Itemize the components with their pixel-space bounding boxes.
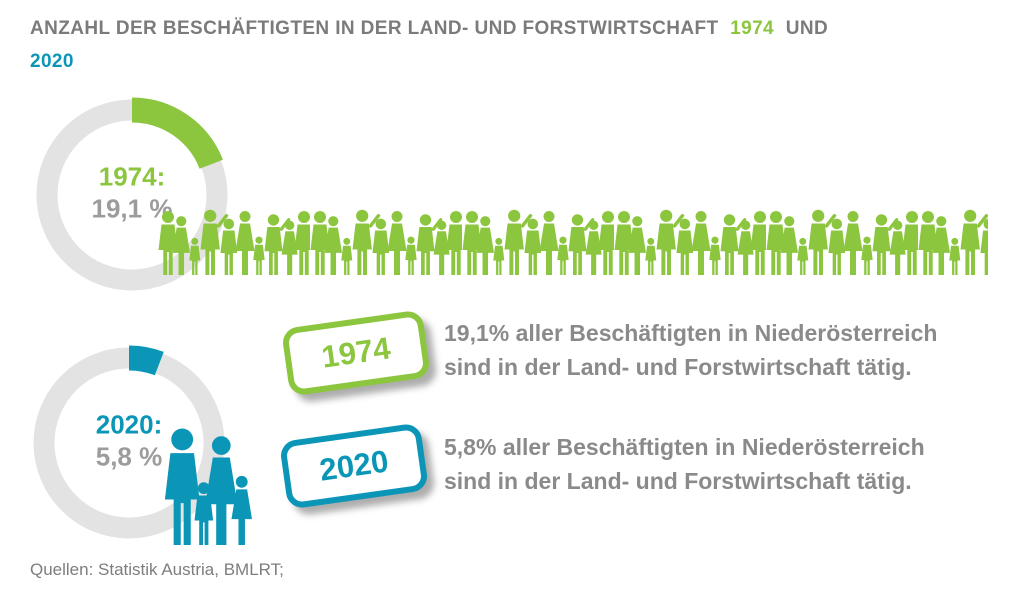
donut-arc-segment [31, 345, 227, 541]
statement-1974-line1: 19,1% aller Beschäftigten in Niederöster… [444, 320, 938, 346]
badge-1974: 1974 [280, 309, 432, 397]
donut-2020-year: 2020: [95, 409, 163, 440]
donut-2020-label: 2020: 5,8 % [33, 408, 225, 472]
donut-2020-value: 5,8 % [95, 441, 163, 472]
title-year-2020: 2020 [30, 51, 74, 72]
donut-1974-label: 1974: 19,1 % [36, 160, 228, 224]
crowd-silhouette-icon [158, 209, 988, 275]
statement-2020-line1: 5,8% aller Beschäftigten in Niederösterr… [444, 434, 925, 460]
title-text: ANZAHL DER BESCHÄFTIGTEN IN DER LAND- UN… [30, 18, 719, 39]
donut-chart-1974: 1974: 19,1 % [34, 97, 230, 293]
donut-arc-segment [34, 97, 230, 293]
badge-2020: 2020 [278, 422, 430, 510]
statement-1974: 19,1% aller Beschäftigten in Niederöster… [444, 316, 1004, 384]
donut-1974-svg [34, 97, 230, 293]
statement-1974-line2: sind in der Land- und Forstwirtschaft tä… [444, 354, 912, 380]
badge-2020-label: 2020 [317, 443, 391, 488]
badge-1974-label: 1974 [319, 330, 393, 375]
statement-2020: 5,8% aller Beschäftigten in Niederösterr… [444, 430, 1004, 498]
page-title: ANZAHL DER BESCHÄFTIGTEN IN DER LAND- UN… [30, 12, 1005, 78]
donut-chart-2020: 2020: 5,8 % [31, 345, 227, 541]
source-line: Quellen: Statistik Austria, BMLRT; [30, 560, 284, 579]
donut-1974-year: 1974: [98, 161, 166, 192]
title-conjunction: UND [785, 18, 829, 39]
family-silhouette-icon [164, 428, 252, 545]
title-year-1974: 1974 [730, 18, 775, 39]
statement-2020-line2: sind in der Land- und Forstwirtschaft tä… [444, 468, 912, 494]
